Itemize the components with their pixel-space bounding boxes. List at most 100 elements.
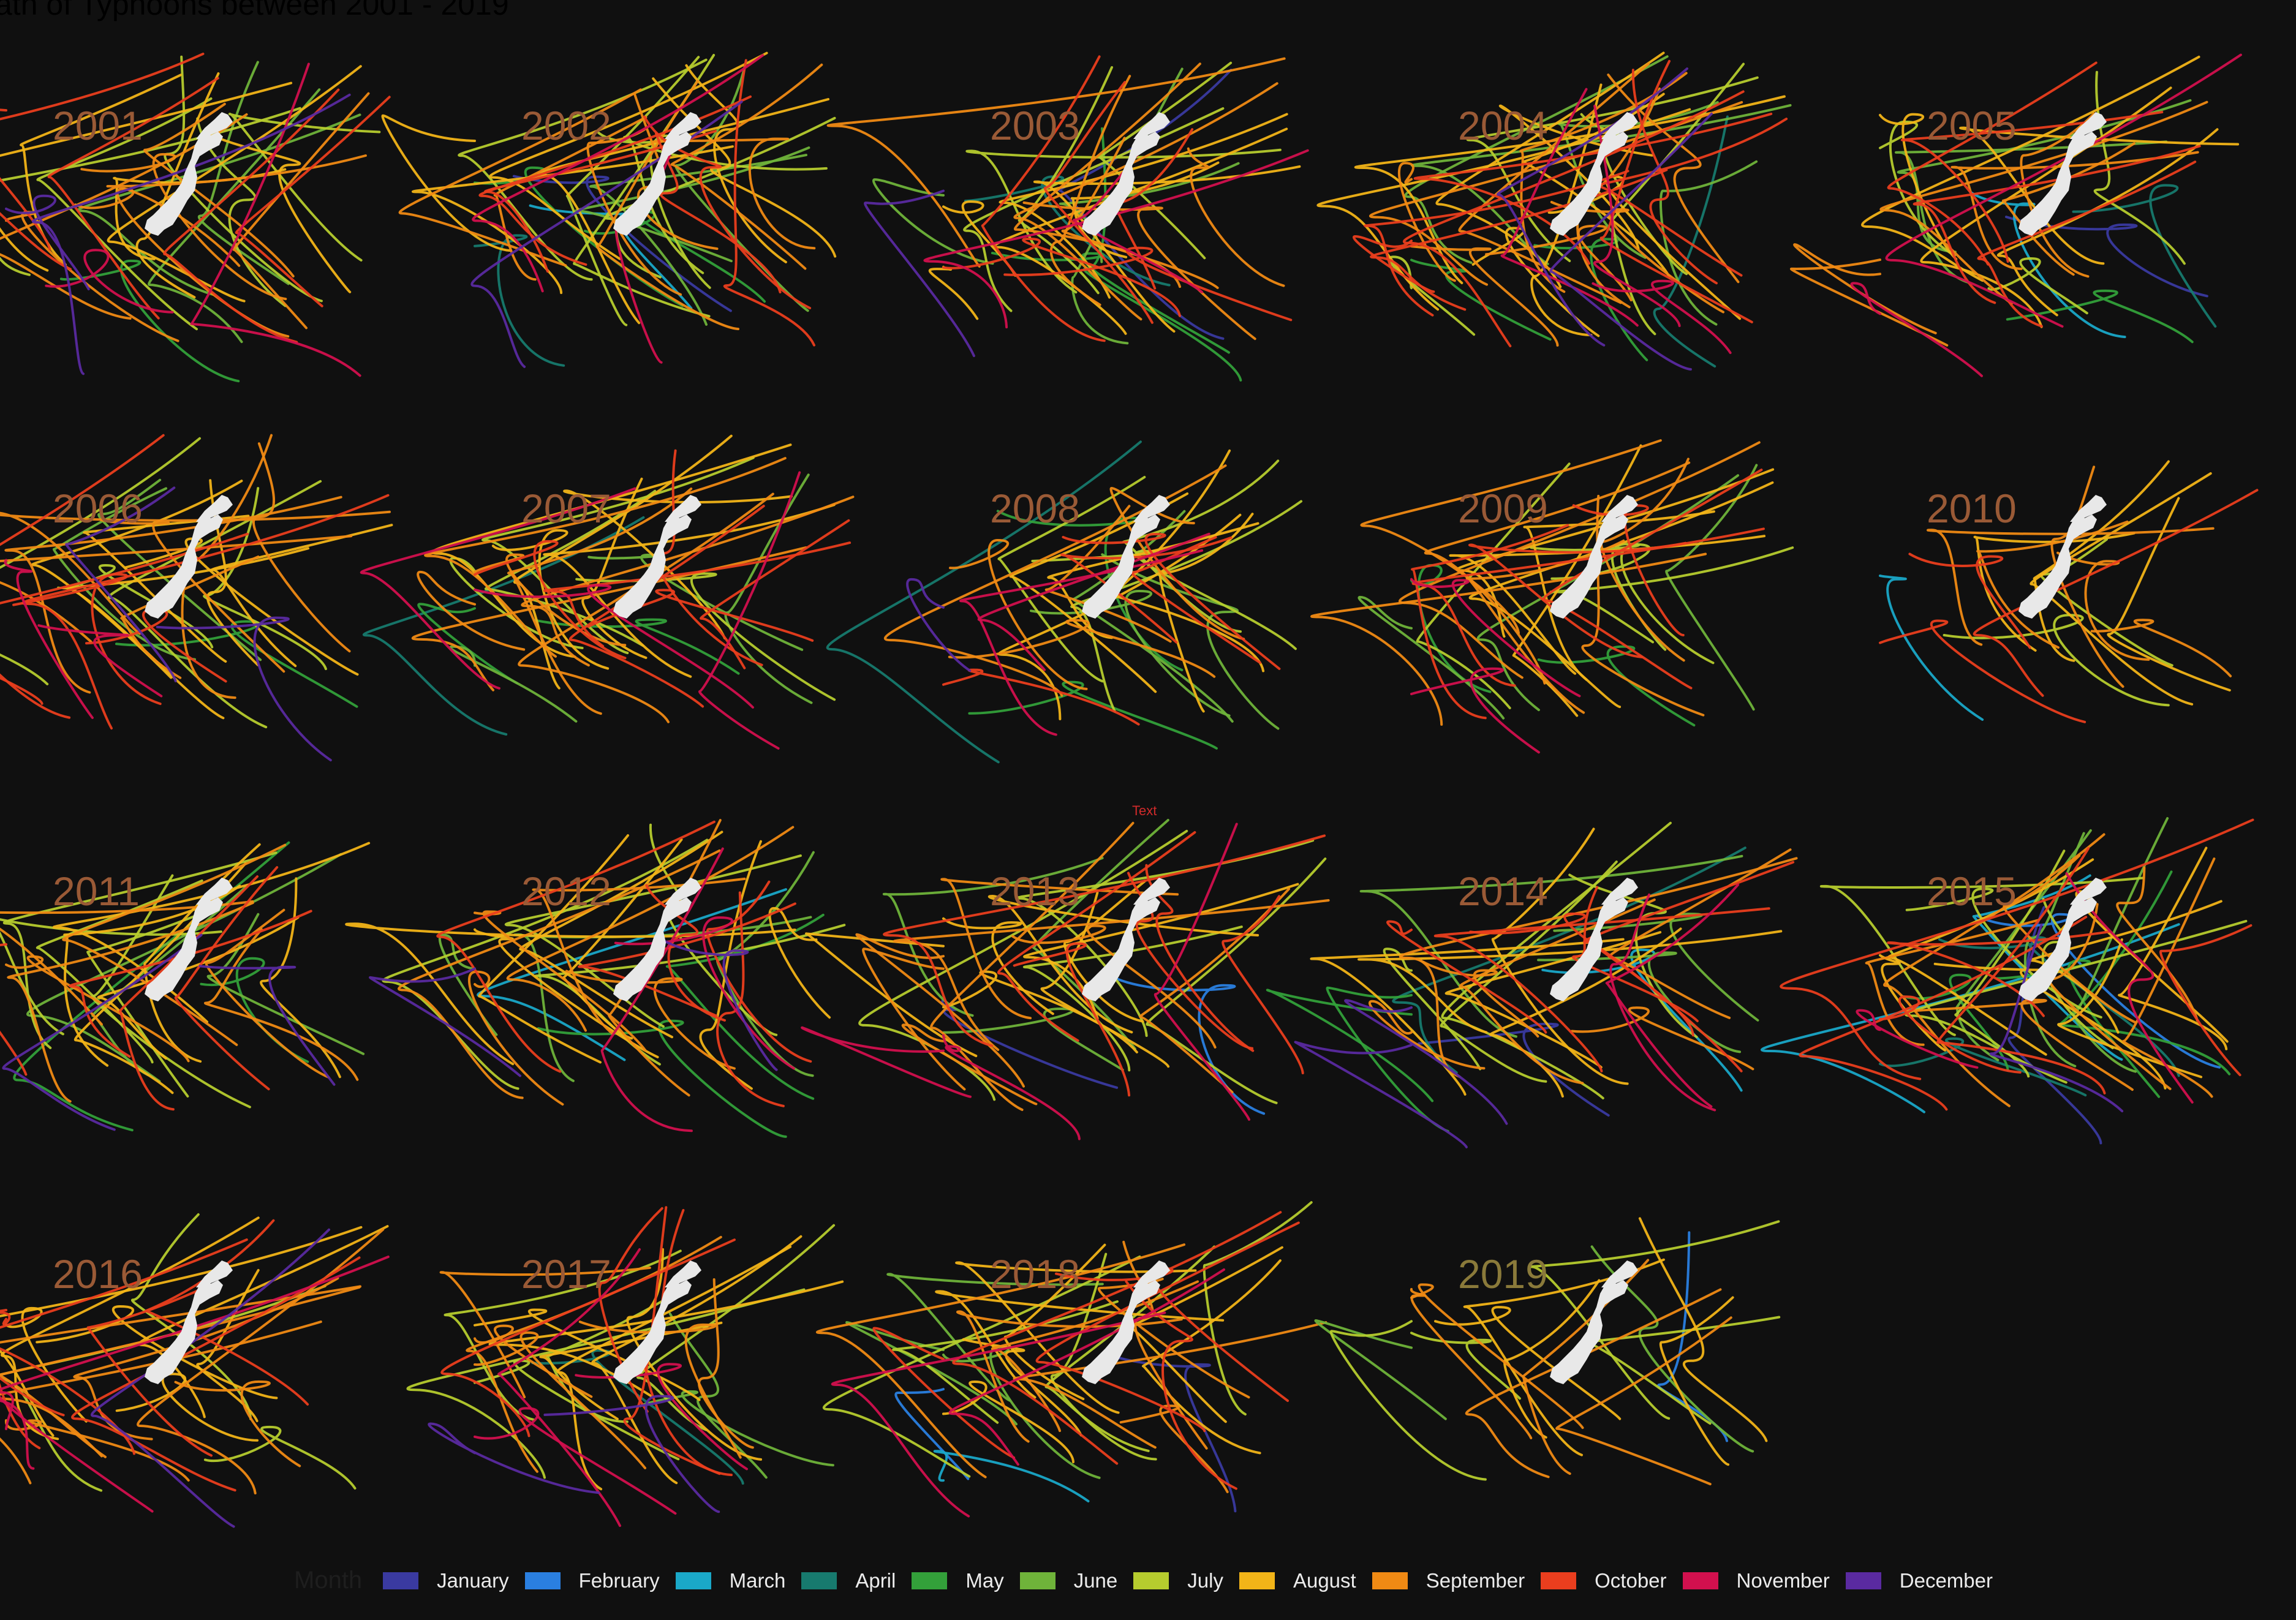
track-2002-august-6 <box>412 145 734 295</box>
track-2013-june-3 <box>942 1007 1124 1071</box>
legend-swatch <box>1019 1572 1055 1589</box>
legend-label: October <box>1595 1569 1667 1592</box>
track-2013-september-6 <box>901 1023 1038 1106</box>
japan-map-icon <box>1550 513 1628 619</box>
track-2001-september-7 <box>143 102 295 277</box>
track-2013-september-7 <box>893 899 1330 1051</box>
track-2008-august-3 <box>1009 492 1189 693</box>
track-2004-november-1 <box>1500 88 1639 327</box>
legend-title: Month <box>294 1567 363 1594</box>
track-2015-september-3 <box>2122 857 2216 1098</box>
track-2013-october-1 <box>1222 895 1304 1074</box>
track-2015-july-4 <box>1819 876 2145 1036</box>
track-2002-october-2 <box>643 115 812 309</box>
track-2004-october-8 <box>1352 235 1435 293</box>
track-2002-january-1 <box>512 175 732 312</box>
track-2013-august-7 <box>805 932 978 1057</box>
track-2017-september-6 <box>698 1278 754 1449</box>
track-2008-october-3 <box>1062 532 1281 670</box>
track-2013-january-1 <box>941 998 1119 1089</box>
track-2012-november-2 <box>600 847 724 1132</box>
track-2018-september-2 <box>956 1310 1183 1443</box>
track-2001-october-3 <box>235 96 391 307</box>
track-2013-october-5 <box>997 831 1196 1042</box>
track-2014-october-1 <box>1583 861 1795 1072</box>
track-2018-august-1 <box>942 1380 1074 1464</box>
track-2018-october-4 <box>1125 1280 1237 1490</box>
track-2014-august-1 <box>1444 931 1662 1069</box>
year-label-2008: 2008 <box>990 486 1080 531</box>
track-2011-september-3 <box>0 900 254 1026</box>
legend-swatch <box>1133 1572 1169 1589</box>
track-2015-june-2 <box>1955 829 2092 1061</box>
track-2013-november-3 <box>1154 823 1250 1121</box>
track-2005-july-1 <box>2093 70 2186 265</box>
track-2002-september-1 <box>652 137 816 250</box>
track-2016-october-3 <box>0 1238 248 1455</box>
track-2019-july-1 <box>1329 1320 1487 1481</box>
track-2002-november-1 <box>614 140 676 364</box>
track-2018-february-1 <box>894 1388 970 1480</box>
track-2015-september-4 <box>1865 919 2041 1046</box>
track-2001-july-2 <box>196 117 287 307</box>
track-2009-may-1 <box>1410 563 1492 693</box>
track-2008-september-3 <box>949 538 1088 690</box>
track-2001-october-4 <box>163 88 340 344</box>
track-2015-october-1 <box>1887 930 2110 1017</box>
track-2012-october-4 <box>436 820 716 1073</box>
track-2011-august-5 <box>74 862 247 1094</box>
track-2019-august-2 <box>1463 1258 1665 1456</box>
track-2005-september-4 <box>1793 243 1937 334</box>
panel-2005: 2005 <box>1790 53 2242 377</box>
track-2010-september-5 <box>2090 619 2232 677</box>
track-2011-december-2 <box>198 965 336 1086</box>
track-2017-november-2 <box>474 1407 677 1515</box>
track-2009-august-1 <box>1523 510 1715 681</box>
panel-2011: 2011 <box>0 841 371 1132</box>
legend-item-november: November <box>1682 1569 1830 1592</box>
panel-2015: 2015 <box>1760 817 2254 1145</box>
track-2004-october-5 <box>1364 170 1629 317</box>
year-label-2005: 2005 <box>1927 103 2017 148</box>
track-2009-november-2 <box>1410 667 1540 754</box>
track-2013-september-4 <box>862 948 966 1091</box>
track-2015-september-5 <box>1883 833 2105 1107</box>
track-2001-july-1 <box>0 107 301 276</box>
track-2003-july-3 <box>1018 66 1113 295</box>
track-2002-july-2 <box>565 56 700 326</box>
track-2016-october-4 <box>86 1284 213 1457</box>
year-label-2003: 2003 <box>990 103 1080 148</box>
japan-map-icon <box>613 513 692 619</box>
track-2006-august-5 <box>211 524 393 668</box>
track-2004-september-1 <box>1397 162 1456 282</box>
track-2008-september-2 <box>1044 505 1172 643</box>
panel-2012: 2012 <box>345 819 846 1138</box>
hokkaido-map-icon <box>665 112 701 139</box>
track-2018-september-4 <box>1013 1321 1327 1449</box>
track-2009-september-3 <box>1310 552 1707 726</box>
legend-swatch <box>1372 1572 1408 1589</box>
track-2017-june-1 <box>639 1390 834 1467</box>
track-2015-september-1 <box>1905 998 2134 1091</box>
legend-item-april: April <box>801 1569 896 1592</box>
hokkaido-map-icon <box>1601 1260 1638 1287</box>
track-2003-september-5 <box>1013 82 1278 321</box>
track-2019-july-2 <box>1527 1220 1780 1420</box>
track-2002-september-7 <box>586 125 682 296</box>
track-2015-august-5 <box>2118 846 2228 1050</box>
page-title: ath of Typhoons between 2001 - 2019 <box>0 0 509 21</box>
track-2018-july-2 <box>1051 1253 1157 1461</box>
hokkaido-map-icon <box>665 1260 701 1287</box>
hokkaido-map-icon <box>196 112 233 139</box>
track-2007-october-6 <box>474 540 627 660</box>
track-2004-september-8 <box>1410 245 1559 347</box>
legend-label: December <box>1899 1569 1993 1592</box>
track-2014-may-1 <box>1326 986 1449 1132</box>
japan-map-icon <box>145 513 223 619</box>
track-2005-october-2 <box>1887 61 2098 266</box>
track-2001-november-2 <box>45 249 174 314</box>
panel-2004: 2004 <box>1316 51 1792 371</box>
track-2002-september-5 <box>398 88 642 267</box>
track-2010-september-1 <box>1926 527 2215 646</box>
year-label-2017: 2017 <box>521 1251 611 1297</box>
